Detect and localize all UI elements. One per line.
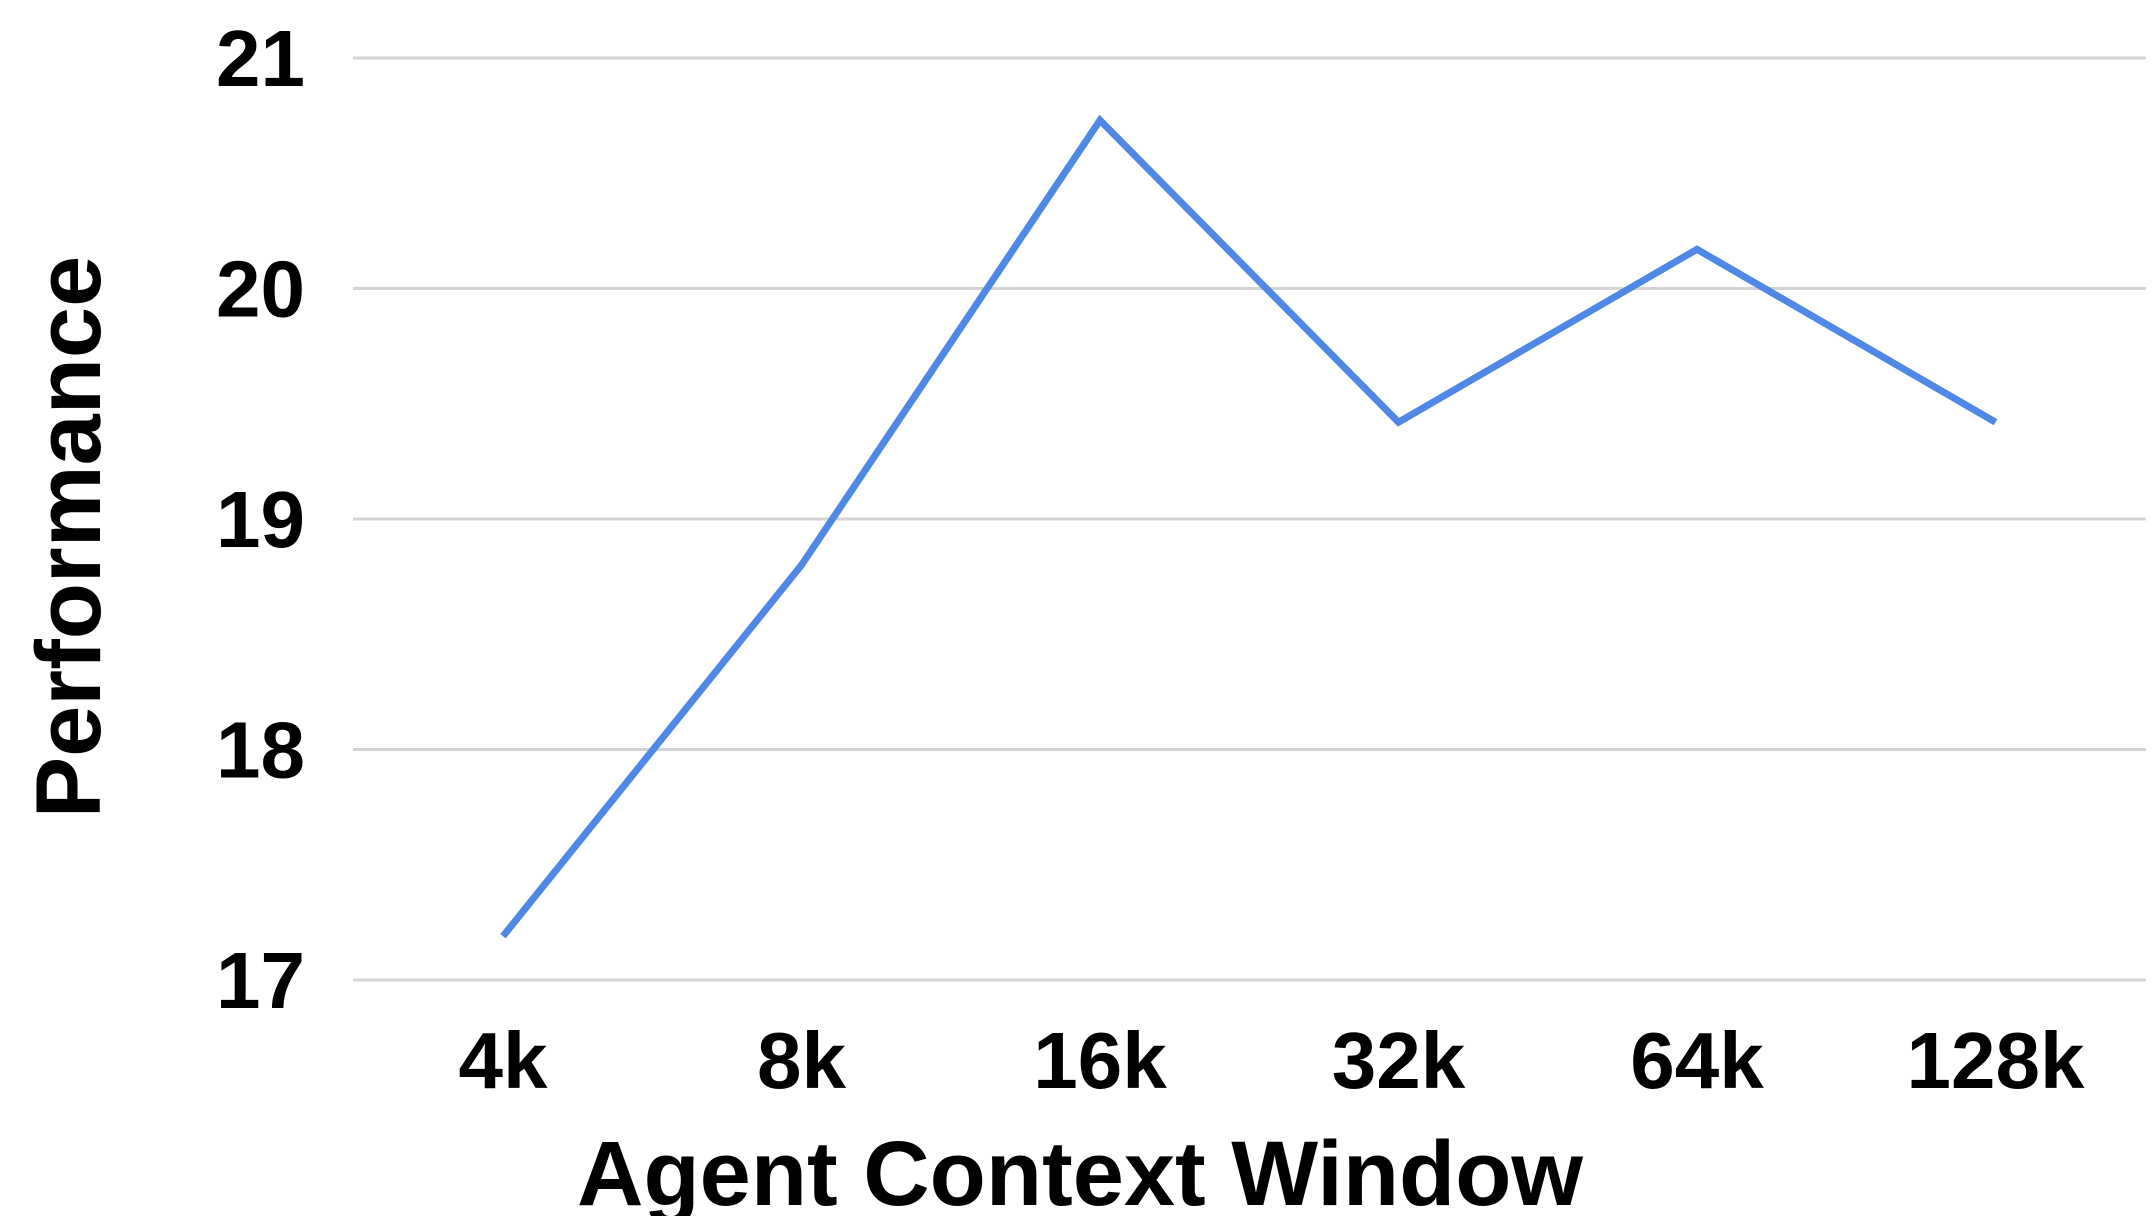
y-tick-label: 18: [216, 706, 305, 795]
x-tick-label: 64k: [1630, 1016, 1764, 1105]
x-tick-label: 8k: [757, 1016, 846, 1105]
gridlines: [353, 56, 2146, 982]
x-tick-label: 4k: [459, 1016, 548, 1105]
x-tick-label: 32k: [1332, 1016, 1466, 1105]
y-tick-label: 20: [216, 245, 305, 334]
x-tick-label: 128k: [1907, 1016, 2085, 1105]
series-lines: [500, 114, 1998, 939]
x-axis-title: Agent Context Window: [577, 1123, 1583, 1216]
y-tick-label: 17: [216, 936, 305, 1025]
y-axis-ticks: 17 18 19 20 21: [216, 14, 305, 1025]
y-tick-label: 19: [216, 475, 305, 564]
x-axis-ticks: 4k 8k 16k 32k 64k 128k: [459, 1016, 2085, 1105]
y-axis-title: Performance: [18, 256, 120, 818]
y-tick-label: 21: [216, 14, 305, 103]
series-line-0: [500, 114, 1998, 939]
x-tick-label: 16k: [1033, 1016, 1167, 1105]
